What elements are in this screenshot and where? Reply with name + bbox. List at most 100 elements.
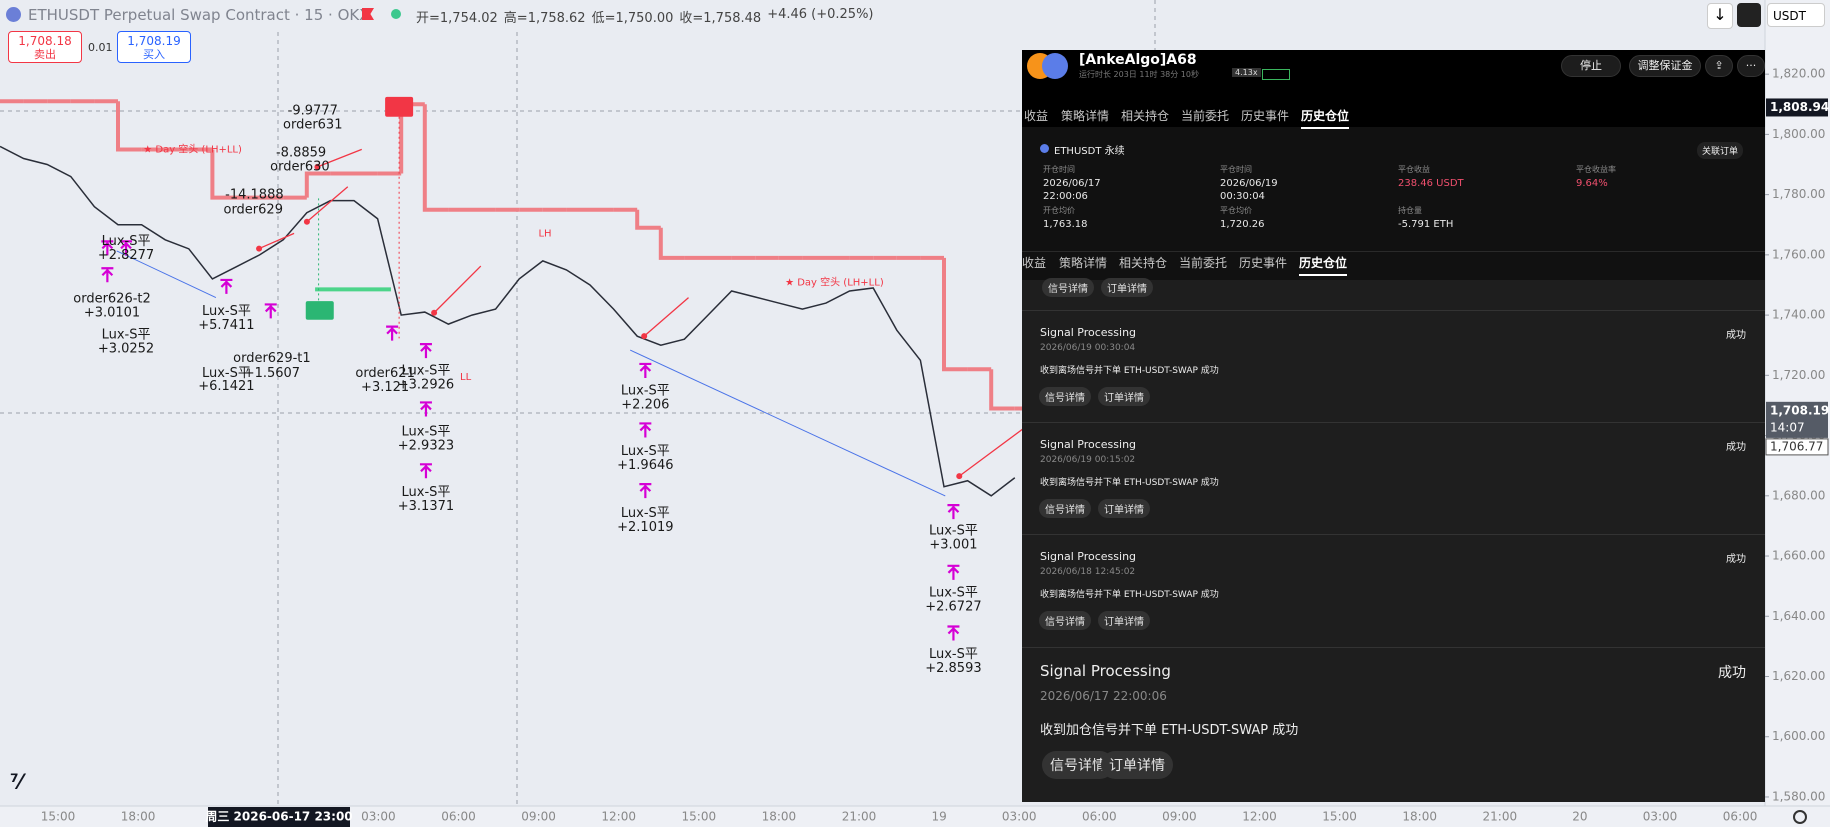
tab[interactable]: 当前委托 [1181,109,1230,123]
action-pill[interactable]: 信号详情 [1039,611,1091,630]
event-title: Signal Processing [1040,326,1137,339]
field-value: 1,763.18 [1043,219,1088,230]
price-label-box [1766,98,1828,117]
tab[interactable]: 当前委托 [1179,256,1228,270]
action-pill[interactable]: 信号详情 [1039,387,1091,406]
margin-button[interactable]: 调整保证金 [1629,55,1701,77]
sell-label: 卖出 [34,48,56,61]
field-value: 9.64% [1576,178,1608,189]
annotation: +3.2926 [398,378,454,393]
y-tick-label: 1,600.00 [1772,729,1825,743]
step-segment [116,101,142,152]
buy-price: 1,708.19 [127,34,181,48]
x-tick-label: 18:00 [762,810,797,824]
tab[interactable]: 策略详情 [1059,256,1108,270]
currency-select[interactable]: USDT [1767,3,1825,27]
arrow [258,232,295,250]
crosshair-time: 周三 2026-06-17 23:00 [205,810,352,824]
linked-orders[interactable]: 关联订单 [1696,142,1743,159]
event-time: 2026/06/17 22:00:06 [1040,689,1167,703]
exit-marker [639,422,652,438]
annotation: +2.1019 [617,520,673,535]
annotation: Lux-S平 [929,647,978,662]
annotation: +2.6727 [925,599,981,614]
field-label: 平仓均价 [1220,206,1252,215]
action-pill[interactable]: 订单详情 [1098,499,1150,518]
separator [1022,310,1765,311]
snapshot-button[interactable] [1737,3,1761,27]
tab[interactable]: 历史仓位 [1299,254,1348,276]
x-tick-label: 21:00 [842,810,877,824]
x-tick-label: 20 [1572,810,1587,824]
y-tick-label: 1,780.00 [1772,187,1825,201]
action-pill[interactable]: 信号详情 [1042,278,1094,297]
arrow [317,148,363,168]
event-time: 2026/06/19 00:30:04 [1040,343,1136,353]
y-tick-label: 1,680.00 [1772,488,1825,502]
tab[interactable]: 历史事件 [1239,256,1288,270]
buy-button[interactable]: 1,708.19 买入 [117,31,191,63]
annotation: order629 [223,203,282,218]
annotation: Lux-S平 [929,523,978,538]
tab[interactable]: 收益 [1024,109,1049,123]
field-value: 2026/06/17 22:00:06 [1043,178,1101,202]
annotation: LH [538,228,551,239]
x-tick-label: 03:00 [361,810,396,824]
bot-title: [AnkeAlgo]A68 [1079,52,1197,68]
exit-marker [947,625,960,641]
tab[interactable]: 相关持仓 [1119,256,1168,270]
symbol-title[interactable]: ETHUSDT Perpetual Swap Contract · 15 · O… [28,6,370,24]
x-tick-label: 06:00 [1723,810,1758,824]
download-button[interactable]: ↓ [1707,3,1733,29]
action-pill[interactable]: 信号详情 [1039,499,1091,518]
symbol-icon [6,7,21,22]
tab[interactable]: 策略详情 [1061,109,1110,123]
arrow [306,186,349,223]
position-symbol: ETHUSDT 永续 [1054,146,1125,157]
field-label: 开仓时间 [1043,165,1075,174]
annotation: LL [460,372,472,383]
y-tick-label: 1,660.00 [1772,549,1825,563]
action-pill[interactable]: 订单详情 [1101,751,1173,779]
spread: 0.01 [88,41,113,54]
separator [1022,647,1765,648]
leverage-badge: 4.13x [1232,68,1261,77]
step-segment [635,209,661,230]
stop-button[interactable]: 停止 [1561,55,1621,77]
step-segment [422,104,449,212]
tab[interactable]: 历史事件 [1241,109,1290,123]
sell-button[interactable]: 1,708.18 卖出 [8,31,82,63]
more-button[interactable]: ··· [1737,55,1765,77]
field-label: 平仓时间 [1220,165,1252,174]
exit-marker [220,278,233,294]
tab[interactable]: 历史仓位 [1301,107,1350,129]
action-pill[interactable]: 订单详情 [1101,278,1153,297]
y-tick-label: 1,800.00 [1772,127,1825,141]
settings-icon [1793,810,1807,824]
annotation: Lux-S平 [202,366,251,381]
event-time: 2026/06/18 12:45:02 [1040,567,1136,577]
annotation: Lux-S平 [621,506,670,521]
trend-line [629,349,946,497]
flag-icon[interactable] [362,8,374,20]
annotation: +3.0252 [98,341,154,356]
annotation: +3.1371 [398,499,454,514]
event-status: 成功 [1718,665,1746,681]
tab[interactable]: 收益 [1022,256,1047,270]
annotation: order629-t1 [233,351,311,366]
step-segment [304,171,331,198]
ohlc-value: 低=1,750.00 [591,11,674,26]
field-label: 开仓均价 [1043,206,1075,215]
share-button[interactable]: ⇪ [1705,55,1733,77]
tab[interactable]: 相关持仓 [1121,109,1170,123]
arrow-head [314,163,321,170]
action-pill[interactable]: 订单详情 [1098,387,1150,406]
annotation: +2.206 [621,397,669,412]
sell-price: 1,708.18 [18,34,72,48]
y-tick-label: 1,740.00 [1772,308,1825,322]
step-segment [210,149,236,200]
arrow-head [641,333,648,340]
arrow-head [303,218,310,225]
action-pill[interactable]: 订单详情 [1098,611,1150,630]
